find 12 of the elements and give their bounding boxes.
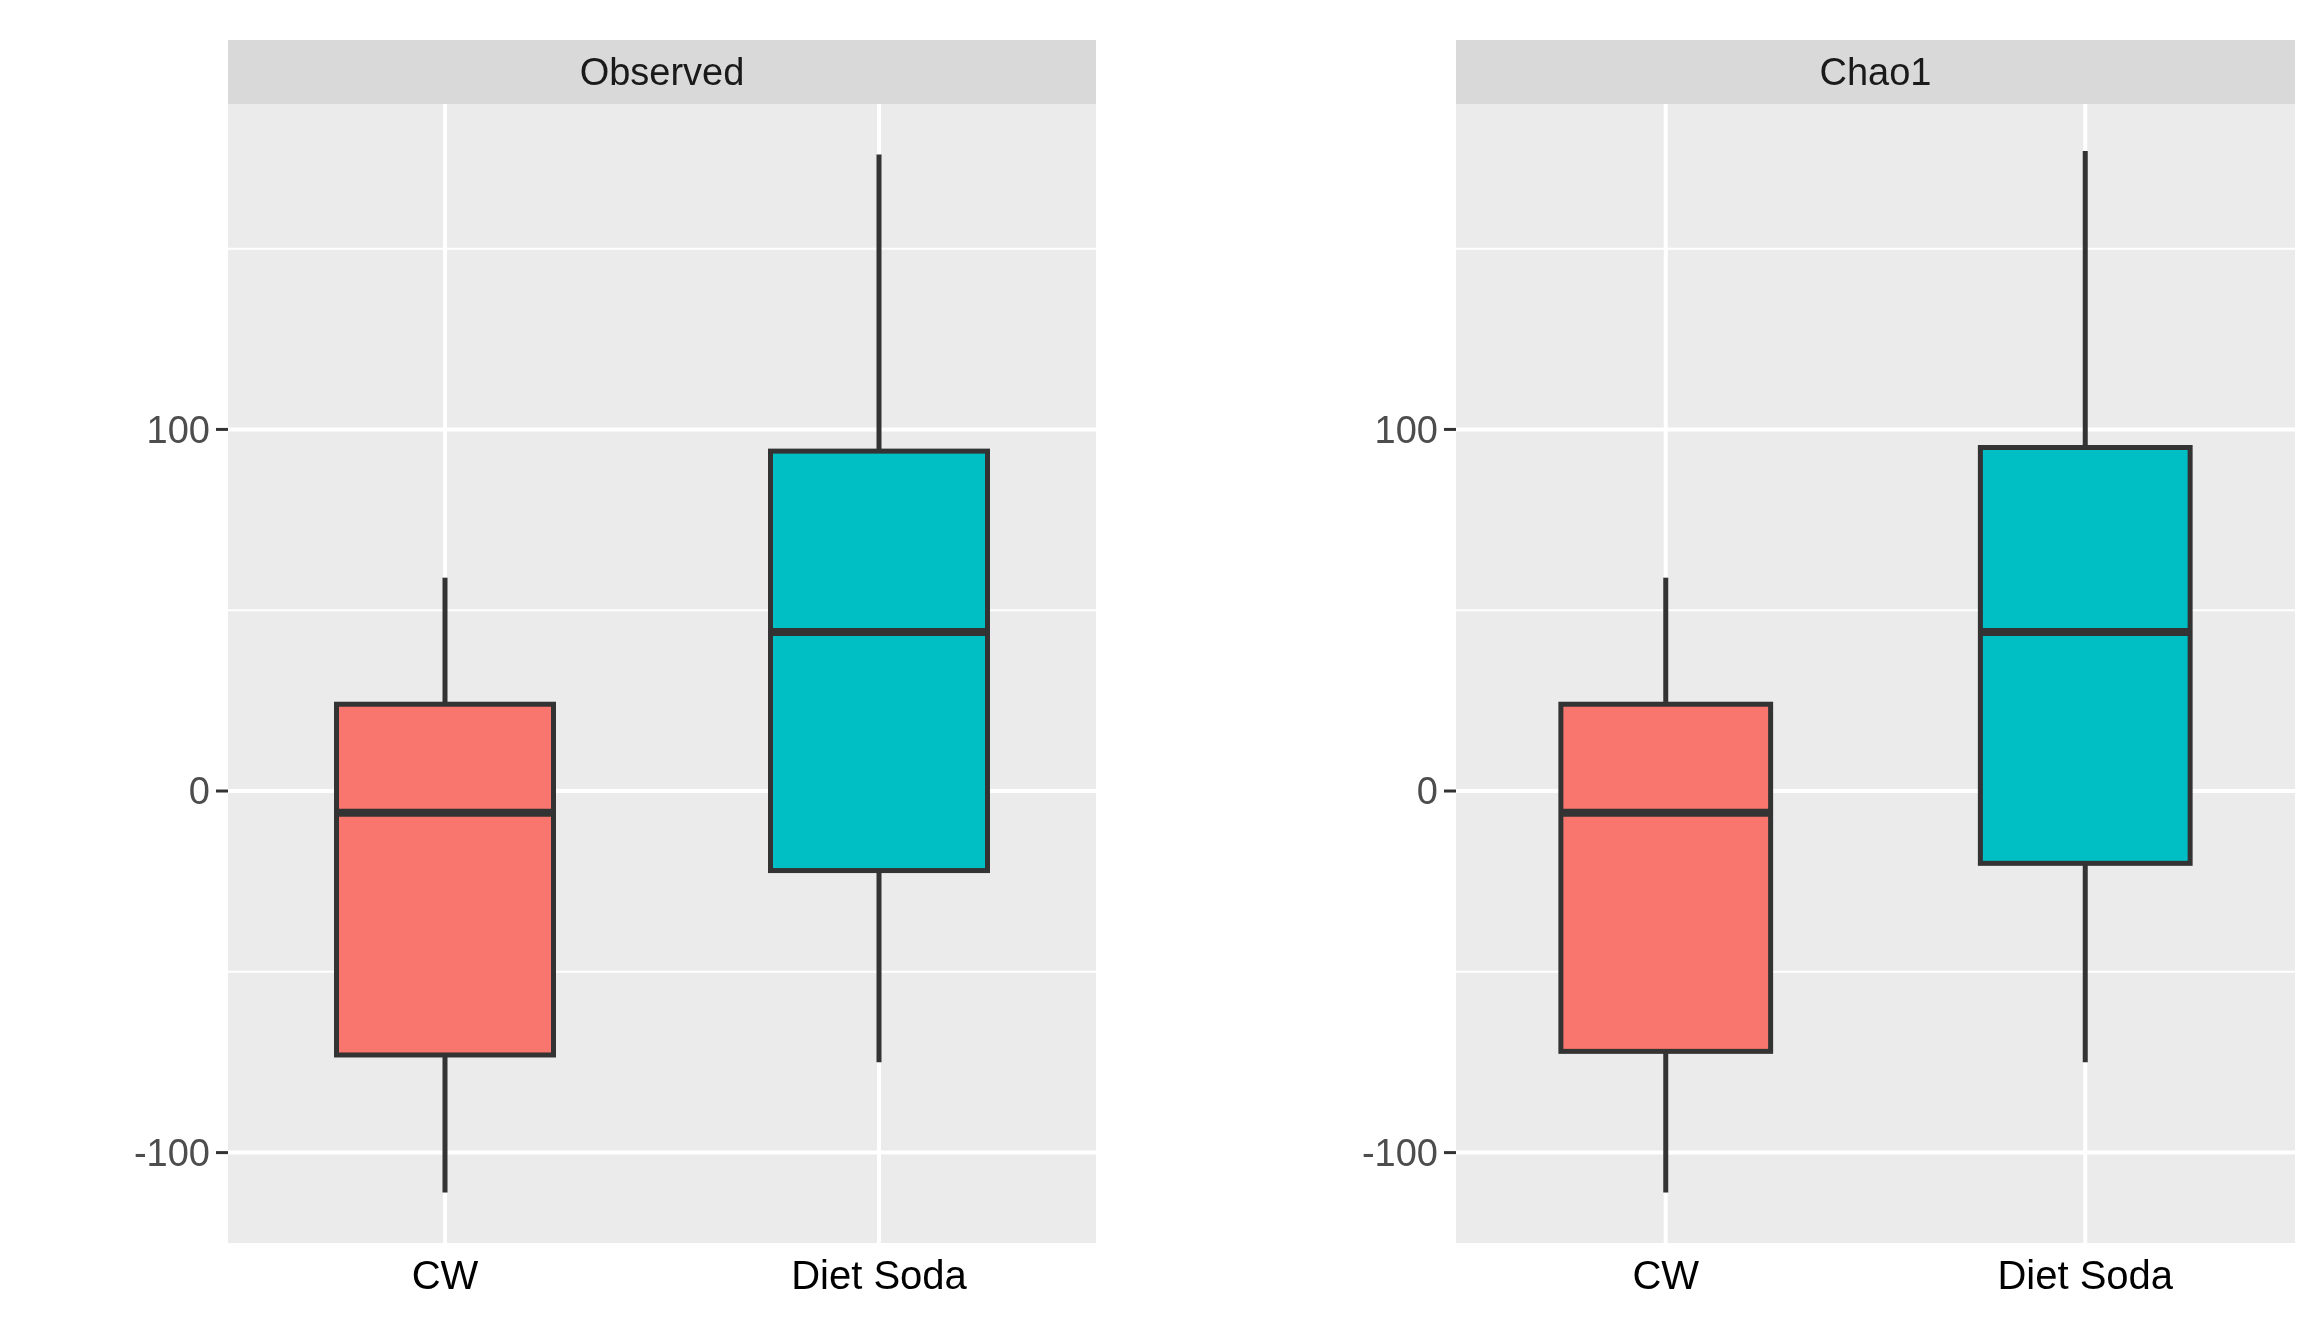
y-tick-label: -100 xyxy=(1361,1131,1438,1174)
chart-title: Observed xyxy=(579,51,745,94)
x-tick-label: CW xyxy=(411,1253,479,1297)
y-tick-label: -100 xyxy=(133,1131,210,1174)
y-tick-label: 100 xyxy=(1374,408,1438,451)
y-tick-label: 0 xyxy=(188,770,210,813)
x-tick-label: Diet Soda xyxy=(791,1253,968,1297)
y-tick-label: 0 xyxy=(1416,770,1438,813)
x-tick-label: CW xyxy=(1632,1253,1700,1297)
y-tick-label: 100 xyxy=(146,408,210,451)
x-tick-label: Diet Soda xyxy=(1997,1253,2174,1297)
chart-title: Chao1 xyxy=(1819,51,1932,94)
